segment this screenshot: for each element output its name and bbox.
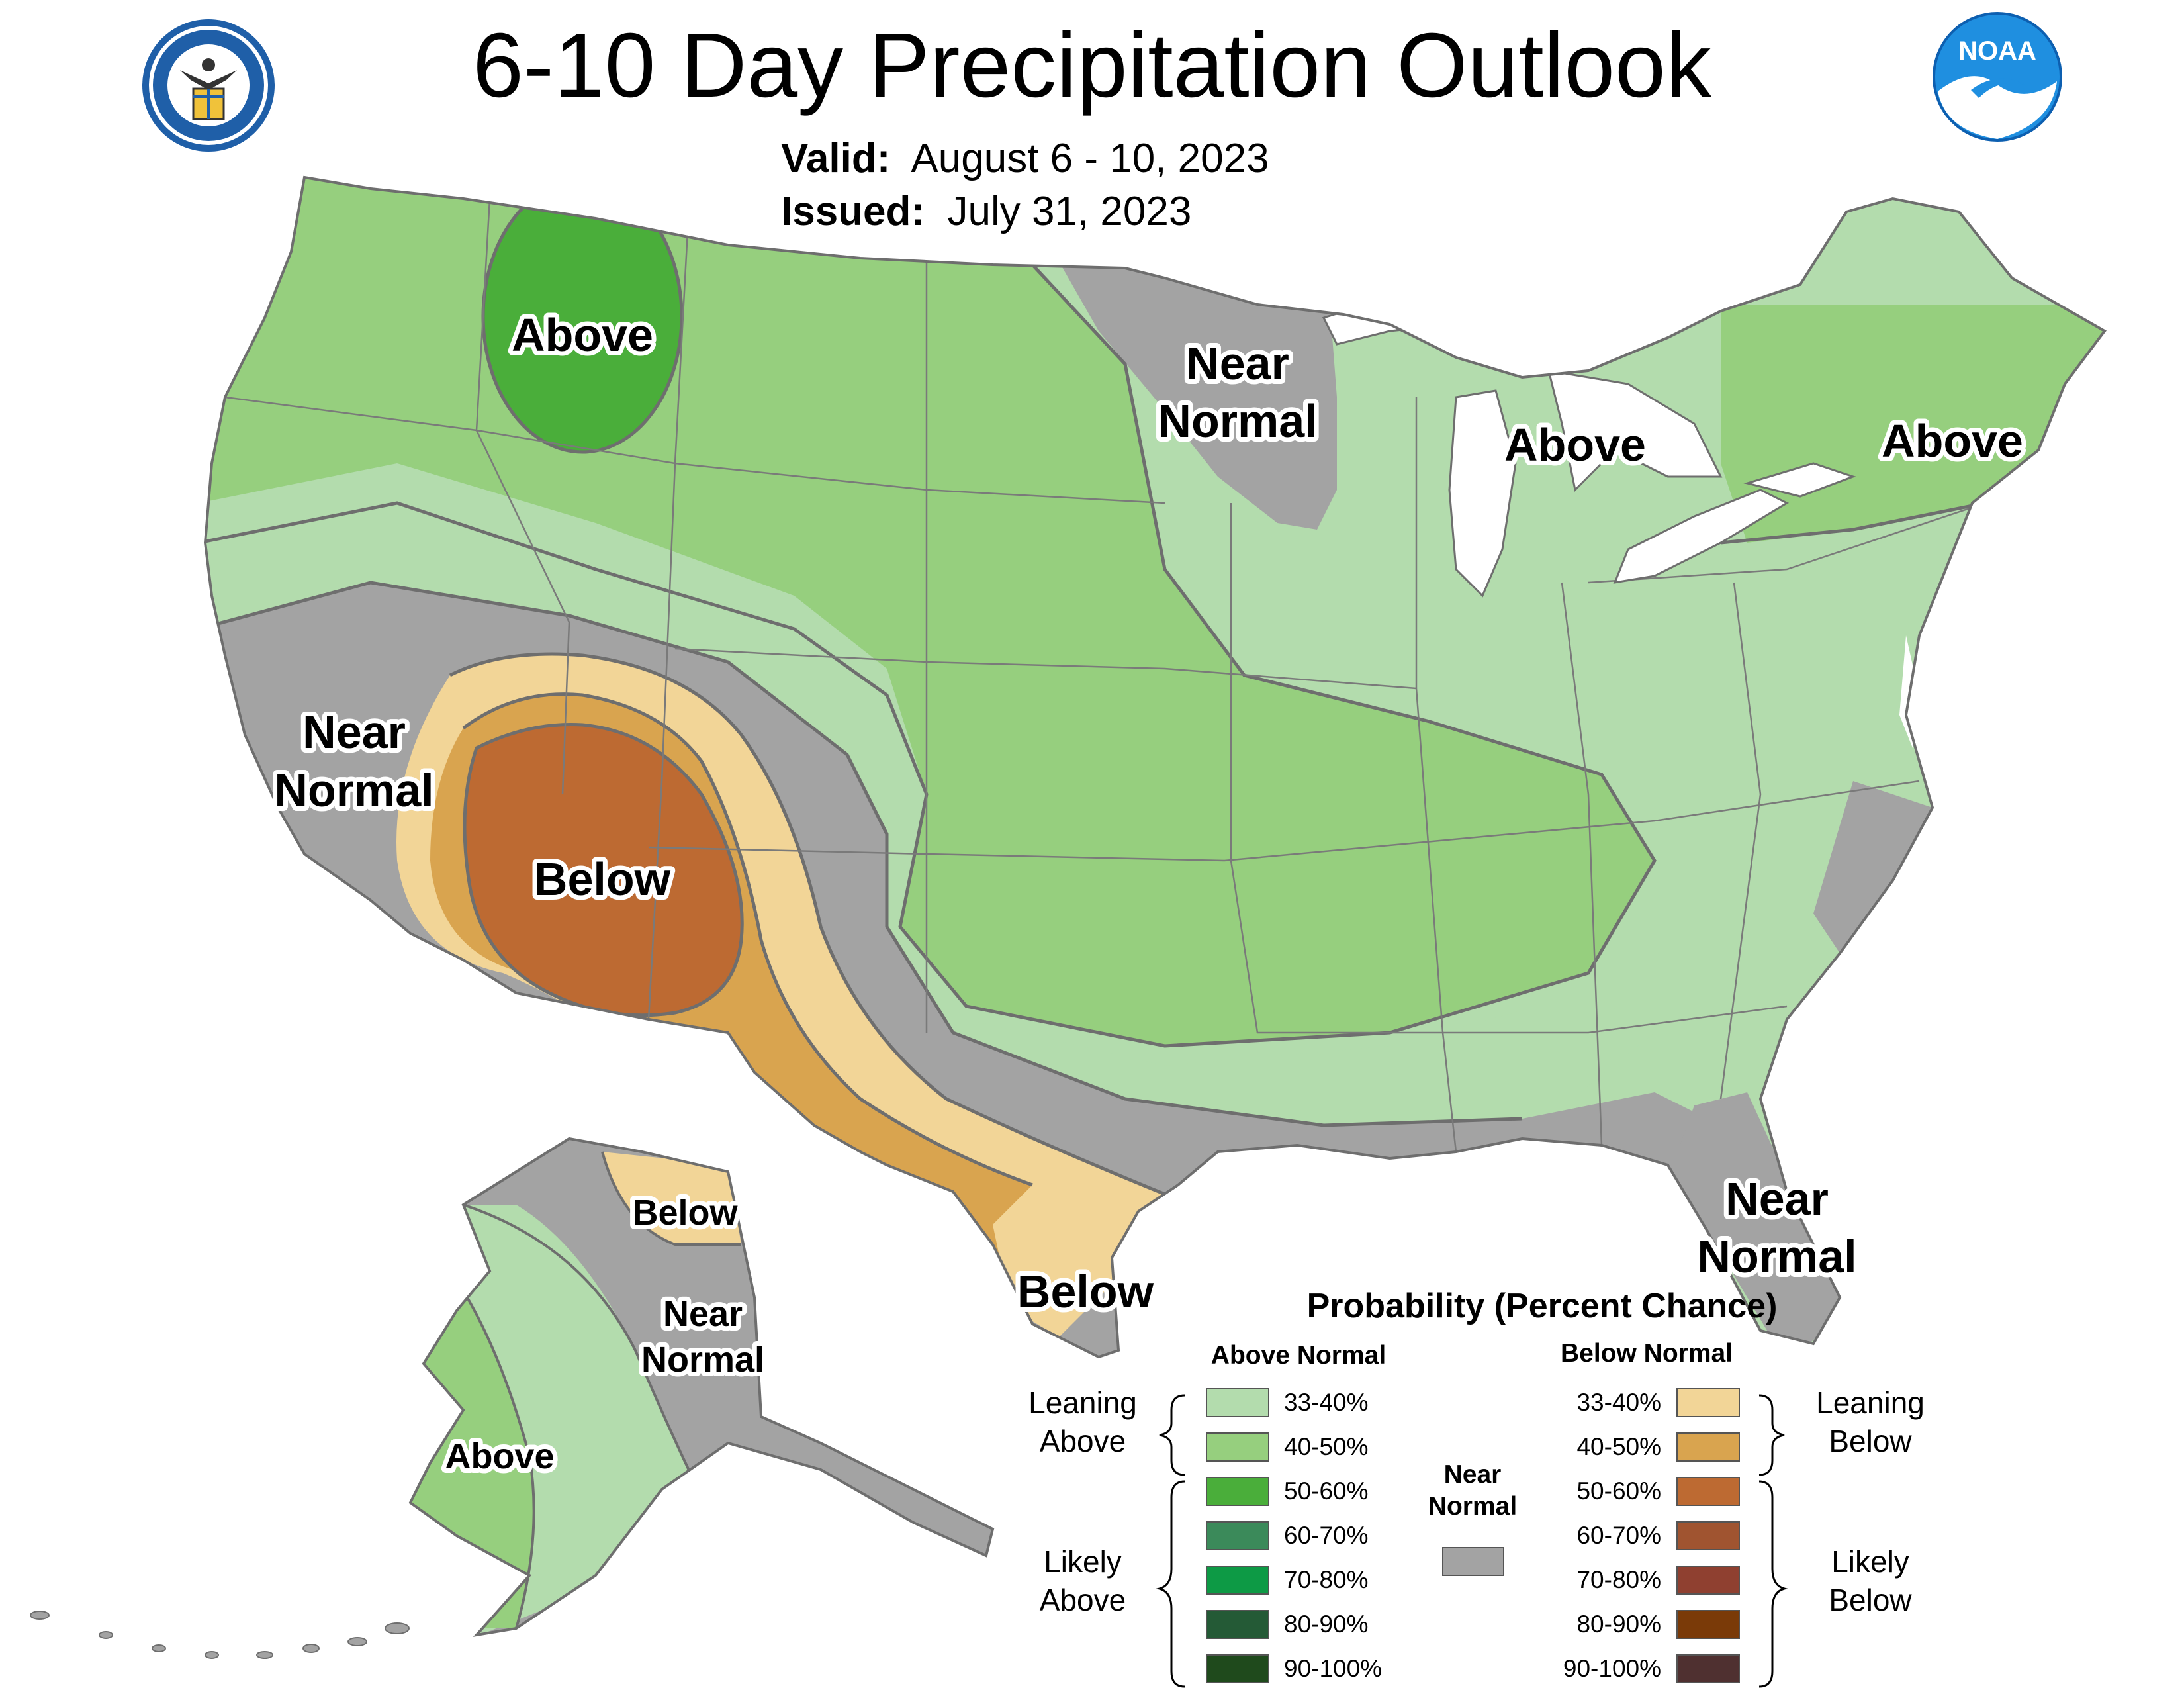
legend-below-label-6: 90-100% — [1563, 1655, 1661, 1682]
legend-below-label-5: 80-90% — [1576, 1611, 1661, 1638]
label-montana-above: Above — [512, 309, 653, 361]
legend-leaning-above-1: Leaning — [1028, 1385, 1137, 1420]
legend-near-header-1: Near — [1444, 1460, 1502, 1489]
label-alaska-normal: Normal — [641, 1340, 764, 1380]
alaska-outline — [408, 1137, 995, 1637]
legend-above-swatch-2 — [1206, 1477, 1269, 1506]
legend-above-label-2: 50-60% — [1284, 1477, 1369, 1505]
legend-above-swatch-3 — [1206, 1521, 1269, 1550]
issued-date: Issued: July 31, 2023 — [781, 187, 1191, 237]
label-texas-below: Below — [1017, 1266, 1154, 1317]
legend-below-rows: 33-40% 40-50% 50-60% 60-70% 70-80% 80-90% 90-1… — [1563, 1388, 1740, 1683]
zone-near-normal-minnesota — [1059, 261, 1337, 530]
legend-below-label-1: 40-50% — [1576, 1433, 1661, 1460]
legend-above-swatch-4 — [1206, 1566, 1269, 1595]
legend-above-label-3: 60-70% — [1284, 1522, 1369, 1549]
legend-below-label-4: 70-80% — [1576, 1566, 1661, 1593]
zone-above-50-60-montana — [483, 181, 682, 452]
legend-below-swatch-6 — [1676, 1654, 1740, 1683]
legend-below-swatch-5 — [1676, 1610, 1740, 1639]
label-california-normal: Normal — [274, 765, 433, 816]
label-alaska-above: Above — [445, 1436, 554, 1476]
valid-label: Valid: — [781, 136, 891, 181]
legend-title: Probability (Percent Chance) — [1307, 1287, 1778, 1325]
legend-below-swatch-1 — [1676, 1432, 1740, 1462]
legend-above-label-5: 80-90% — [1284, 1611, 1369, 1638]
map-title: 6-10 Day Precipitation Outlook — [473, 15, 1711, 117]
legend-near-normal-swatch — [1442, 1547, 1504, 1576]
label-minnesota-near: Near — [1186, 338, 1289, 389]
noaa-logo-icon: NOAA — [1933, 12, 2062, 142]
legend-likely-below-1: Likely — [1831, 1544, 1909, 1579]
legend-above-swatch-6 — [1206, 1654, 1269, 1683]
label-michigan-above: Above — [1504, 419, 1646, 471]
zone-near-normal-florida — [1668, 1092, 1846, 1357]
department-of-commerce-seal-icon — [142, 19, 275, 152]
noaa-logo-text: NOAA — [1958, 36, 2036, 66]
legend-leaning-above-2: Above — [1040, 1424, 1126, 1458]
legend-likely-above-1: Likely — [1044, 1544, 1122, 1579]
legend-below-swatch-2 — [1676, 1477, 1740, 1506]
legend-above-header: Above Normal — [1211, 1341, 1386, 1370]
legend-below-header: Below Normal — [1561, 1339, 1733, 1368]
valid-value: August 6 - 10, 2023 — [911, 136, 1269, 181]
zone-near-normal-carolina — [1813, 781, 1933, 953]
legend-brace-likely-above — [1156, 1480, 1185, 1688]
label-minnesota-normal: Normal — [1158, 395, 1317, 447]
label-alaska-near: Near — [663, 1294, 743, 1334]
legend-above-swatch-1 — [1206, 1432, 1269, 1462]
legend-above-swatch-0 — [1206, 1388, 1269, 1417]
legend-brace-likely-below — [1758, 1480, 1788, 1688]
legend-below-swatch-4 — [1676, 1566, 1740, 1595]
issued-value: July 31, 2023 — [947, 189, 1192, 234]
legend-leaning-below-2: Below — [1829, 1424, 1912, 1458]
legend-above-label-6: 90-100% — [1284, 1655, 1382, 1682]
legend: Probability (Percent Chance) Above Norma… — [1028, 1287, 1925, 1688]
legend-brace-leaning-above — [1159, 1394, 1185, 1476]
legend-above-label-4: 70-80% — [1284, 1566, 1369, 1593]
map-labels: Above Near Normal Above Above Near Norma… — [269, 305, 2028, 1481]
legend-leaning-below-1: Leaning — [1816, 1385, 1925, 1420]
alaska-lean-below — [602, 1152, 741, 1244]
legend-above-rows: 33-40% 40-50% 50-60% 60-70% 70-80% 80-90% 90-1… — [1206, 1388, 1382, 1683]
label-florida-near: Near — [1725, 1173, 1829, 1225]
legend-likely-below-2: Below — [1829, 1583, 1912, 1617]
issued-label: Issued: — [781, 189, 925, 234]
legend-brace-leaning-below — [1758, 1394, 1785, 1476]
valid-dates: Valid: August 6 - 10, 2023 — [781, 134, 1269, 184]
label-alaska-below: Below — [632, 1193, 738, 1233]
aleutian-islands — [30, 1611, 410, 1659]
legend-likely-above-2: Above — [1040, 1583, 1126, 1617]
legend-below-label-0: 33-40% — [1576, 1389, 1661, 1416]
label-florida-normal: Normal — [1697, 1231, 1856, 1282]
legend-above-swatch-5 — [1206, 1610, 1269, 1639]
legend-below-label-3: 60-70% — [1576, 1522, 1661, 1549]
legend-above-label-1: 40-50% — [1284, 1433, 1369, 1460]
legend-below-swatch-3 — [1676, 1521, 1740, 1550]
legend-near-header-2: Normal — [1428, 1492, 1517, 1521]
label-northeast-above: Above — [1882, 415, 2023, 467]
conus-outline — [203, 175, 2107, 1359]
legend-below-label-2: 50-60% — [1576, 1477, 1661, 1505]
legend-above-label-0: 33-40% — [1284, 1389, 1369, 1416]
label-california-near: Near — [302, 706, 406, 758]
label-southwest-below: Below — [534, 853, 671, 905]
legend-below-swatch-0 — [1676, 1388, 1740, 1417]
zone-below-50-60 — [465, 724, 743, 1015]
